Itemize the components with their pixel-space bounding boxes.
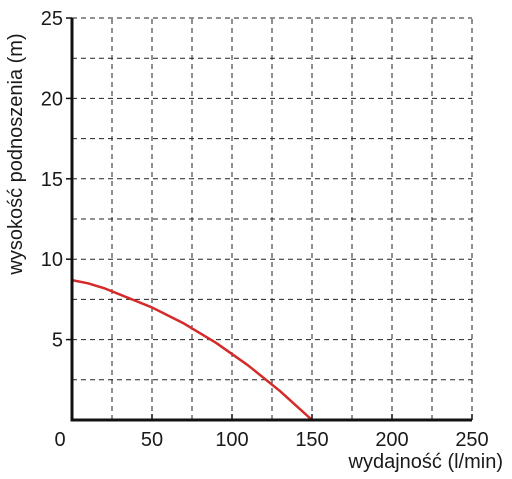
x-tick-label: 200 — [375, 429, 408, 451]
x-tick-label: 150 — [295, 429, 328, 451]
ticks: 0 50 100 150 200 250 5 10 15 20 25 — [41, 8, 489, 451]
y-tick-label: 5 — [52, 330, 63, 352]
y-tick-label: 10 — [41, 249, 63, 271]
axis-labels: wydajność (l/min) wysokość podnoszenia (… — [5, 33, 503, 473]
grid — [72, 17, 473, 420]
x-tick-label: 250 — [455, 429, 488, 451]
y-axis-label: wysokość podnoszenia (m) — [5, 33, 27, 275]
x-tick-label: 100 — [215, 429, 248, 451]
y-tick-label: 25 — [41, 8, 63, 30]
series-layer — [70, 278, 314, 422]
x-tick-label: 0 — [54, 429, 65, 451]
y-tick-label: 15 — [41, 169, 63, 191]
series-line — [70, 278, 314, 422]
x-axis-label: wydajność (l/min) — [348, 451, 503, 473]
y-tick-label: 20 — [41, 88, 63, 110]
x-tick-label: 50 — [141, 429, 163, 451]
